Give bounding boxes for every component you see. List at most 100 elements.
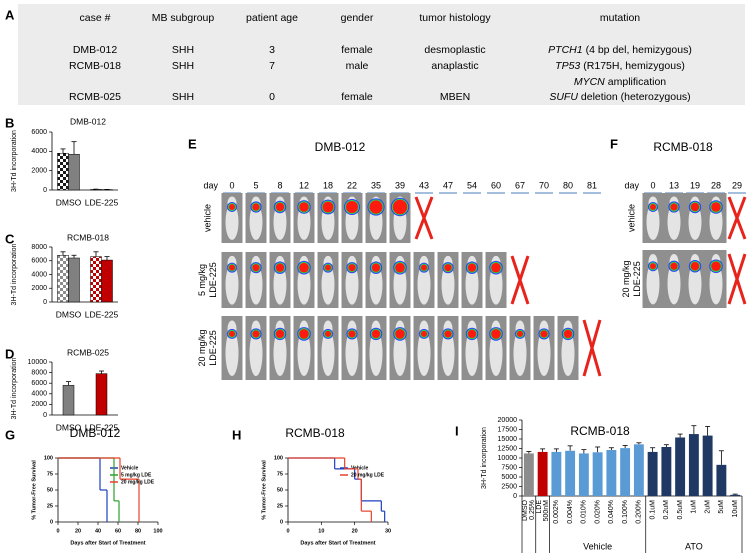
table-background: [18, 4, 745, 105]
x-tick-label: 0.004%: [567, 500, 574, 524]
y-tick-label: 4000: [31, 271, 47, 278]
endpoint-cross: [414, 196, 434, 240]
mutation-detail: deletion (heterozygous): [581, 91, 691, 103]
signal-core: [491, 262, 501, 273]
x-tick-label: 0.040%: [608, 500, 615, 524]
mouse-body: [709, 204, 723, 240]
table-header: tumor histology: [419, 12, 491, 24]
bar: [578, 453, 589, 496]
signal-core: [325, 264, 331, 271]
signal-core: [299, 202, 309, 212]
row-label: 20 mg/kg: [197, 329, 207, 366]
chart-title: RCMB-018: [570, 424, 630, 438]
table-cell: SHH: [172, 91, 194, 103]
bar: [101, 259, 113, 303]
mouse-body: [297, 264, 311, 305]
x-tick-label: 10: [318, 528, 324, 534]
table-cell: 7: [269, 60, 275, 72]
x-tick-label: LDE-225: [85, 197, 119, 207]
table-cell: male: [346, 60, 369, 72]
day: 18: [323, 180, 333, 190]
x-tick-label: 10uM: [732, 500, 739, 518]
mouse-body: [273, 204, 287, 240]
gene: TP53: [555, 60, 580, 72]
mouse-body: [345, 330, 359, 377]
bar: [62, 385, 75, 416]
signal-core: [690, 262, 700, 271]
signal-core: [395, 262, 405, 273]
x-tick-label: 20: [352, 528, 358, 534]
y-tick-label: 12500: [498, 445, 518, 452]
signal-core: [392, 199, 408, 215]
bar: [68, 153, 80, 191]
table-header: mutation: [600, 12, 640, 24]
day: 35: [371, 180, 381, 190]
endpoint-cross: [510, 255, 530, 305]
signal-core: [229, 204, 235, 210]
day: 43: [419, 180, 429, 190]
mouse-body: [273, 264, 287, 305]
bar: [537, 451, 548, 496]
y-tick-label: 50: [277, 487, 283, 493]
x-tick-label: DMSO: [56, 422, 82, 432]
day: 8: [277, 180, 282, 190]
day-label: day: [203, 180, 218, 190]
bar: [606, 450, 617, 496]
signal-core: [322, 201, 334, 213]
signal-core: [467, 329, 477, 339]
mutation: MYCN amplification: [574, 76, 666, 88]
mouse-body: [321, 330, 335, 377]
y-tick-label: 6000: [31, 129, 47, 136]
x-tick-label: 0.25%: [529, 500, 536, 520]
table-header: MB subgroup: [152, 12, 215, 24]
bar: [57, 153, 69, 191]
bar: [647, 451, 658, 496]
mouse-body: [646, 262, 660, 305]
mouse-body: [273, 330, 287, 377]
bar: [523, 453, 534, 496]
y-tick-label: 75: [277, 471, 283, 477]
row-label: LDE-225: [208, 330, 218, 366]
panel-title: DMB-012: [315, 140, 366, 154]
day: 39: [395, 180, 405, 190]
table-cell: SHH: [172, 44, 194, 56]
mouse-body: [688, 262, 702, 305]
bar: [551, 451, 562, 496]
endpoint-cross: [582, 319, 602, 377]
signal-core: [229, 264, 235, 271]
bar: [90, 189, 102, 191]
x-tick-label: 0.020%: [594, 500, 601, 524]
signal-core: [650, 204, 656, 210]
chart-title: RCMB-018: [67, 232, 109, 242]
mouse-body: [465, 330, 479, 377]
day: 80: [563, 180, 573, 190]
x-tick-label: 0.002%: [553, 500, 560, 524]
mouse-body: [688, 204, 702, 240]
mutation-detail: (4 bp del, hemizygous): [586, 44, 692, 56]
table-cell: 0: [269, 91, 275, 103]
table-cell: MBEN: [440, 91, 470, 103]
table-cell: DMB-012: [73, 44, 118, 56]
panel-label: D: [5, 346, 14, 361]
signal-core: [275, 202, 285, 212]
endpoint-cross: [727, 253, 747, 305]
table-cell: female: [341, 44, 373, 56]
chart-title: RCMB-018: [285, 426, 345, 440]
signal-core: [252, 330, 260, 338]
bar: [620, 448, 631, 496]
table-header: patient age: [246, 12, 298, 24]
signal-core: [444, 264, 452, 272]
mouse-body: [667, 204, 681, 240]
signal-core: [299, 329, 309, 339]
chart-title: DMB-012: [70, 116, 106, 126]
mutation: PTCH1 (4 bp del, hemizygous): [548, 44, 692, 56]
group-label: Vehicle: [583, 541, 612, 551]
y-tick-label: 10000: [28, 359, 48, 366]
y-tick-label: 100: [44, 455, 53, 461]
signal-core: [369, 200, 383, 214]
signal-core: [421, 330, 427, 337]
mouse-body: [297, 204, 311, 240]
signal-core: [650, 263, 656, 270]
y-tick-label: 0: [50, 519, 53, 525]
y-tick-label: 6000: [31, 258, 47, 265]
